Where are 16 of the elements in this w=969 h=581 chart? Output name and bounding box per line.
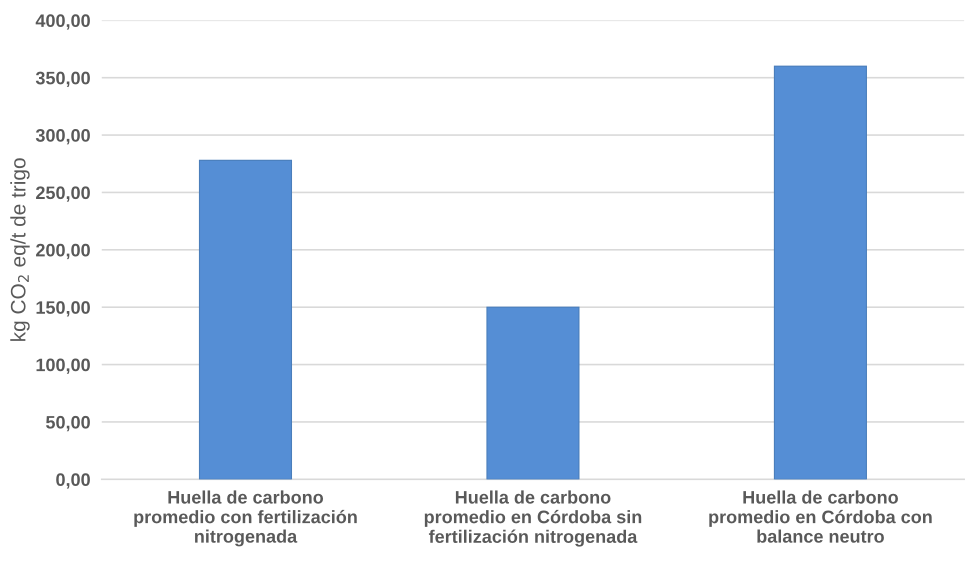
y-tick-label: 250,00 <box>36 186 90 202</box>
y-axis-title: kg CO$_{2}$ eq/t de trigo <box>10 158 30 341</box>
x-tick-label: Huella de carbono promedio con fertilización nitrogenada <box>134 490 357 546</box>
bar <box>774 66 867 480</box>
y-tick-label: 200,00 <box>36 244 90 260</box>
y-tick-label: 100,00 <box>36 358 90 374</box>
bar <box>198 160 292 480</box>
y-tick-label: 50,00 <box>46 416 90 432</box>
y-tick-label: 400,00 <box>36 14 90 30</box>
bar <box>486 306 580 480</box>
y-tick-label: 0,00 <box>56 473 90 489</box>
y-tick-label: 300,00 <box>36 129 90 144</box>
x-tick-label: Huella de carbono promedio en Córdoba con balance neutro <box>709 490 932 543</box>
x-tick-label: Huella de carbono promedio en Córdoba sin fertilización nitrogenada <box>424 490 642 547</box>
y-tick-label: 350,00 <box>36 72 90 88</box>
y-tick-label: 150,00 <box>36 301 90 317</box>
